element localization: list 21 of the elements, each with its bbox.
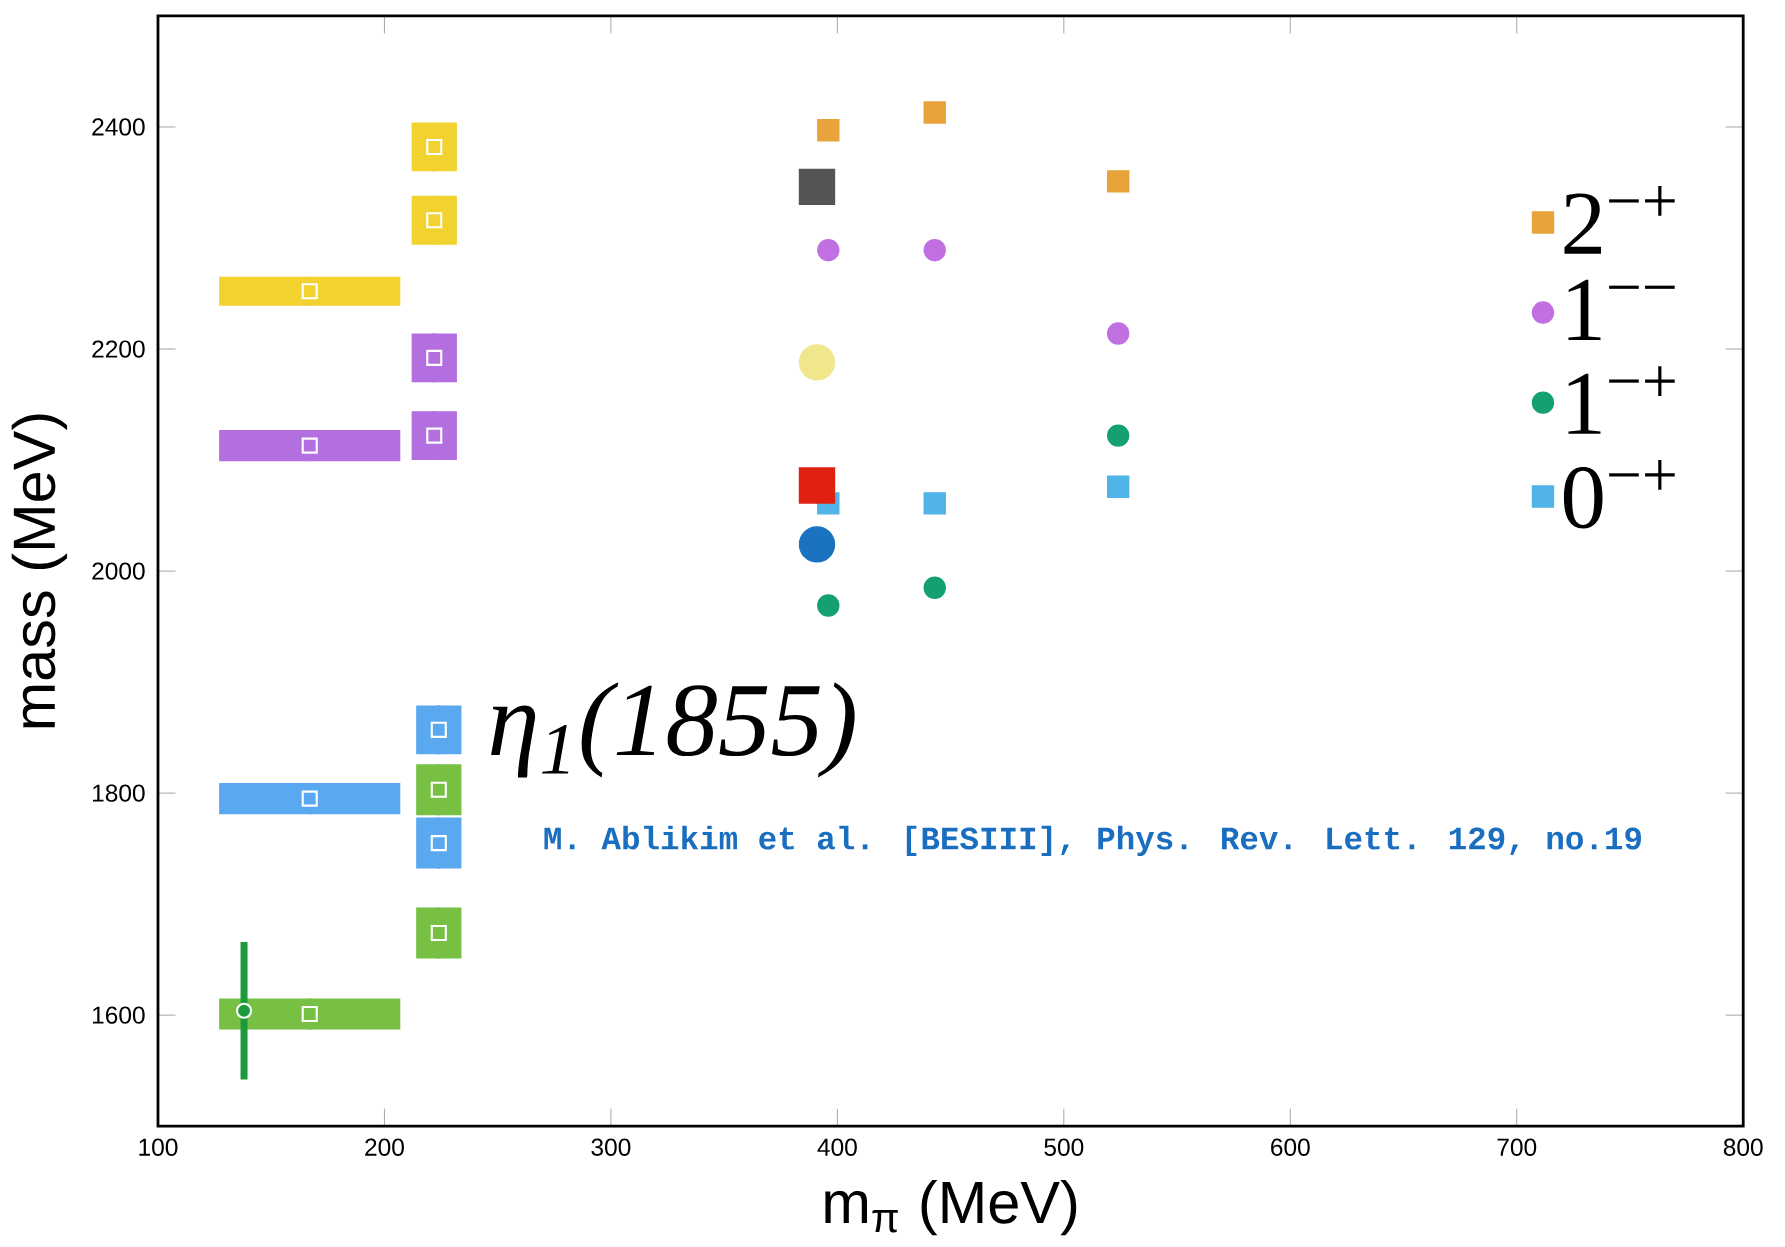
x-tick-label: 500 [1044, 1138, 1084, 1156]
x-tick-label: 700 [1497, 1138, 1537, 1156]
x-tick-label: 300 [591, 1138, 631, 1156]
y-axis-title: mass (MeV) [11, 414, 68, 728]
x-tick-label: 400 [817, 1138, 857, 1156]
y-tick-label: 2400 [92, 118, 145, 136]
annotation: M. Ablikim et al. [BESIII], Phys. Rev. Lett. 129, no.19 [544, 825, 1642, 857]
legend-label: 0$^{−+}$ [1563, 460, 1675, 529]
x-tick-label: 200 [365, 1138, 404, 1156]
legend-label: 2$^{−+}$ [1564, 186, 1675, 254]
y-tick-label: 2200 [92, 340, 145, 358]
annotation: η$_{1}$(1855) [491, 682, 855, 778]
legend-label: 1$^{−+}$ [1568, 366, 1675, 434]
x-tick-label: 600 [1271, 1138, 1310, 1156]
y-tick-label: 1800 [92, 784, 145, 802]
y-tick-label: 1600 [92, 1006, 145, 1024]
x-tick-label: 100 [139, 1138, 178, 1156]
x-tick-label: 800 [1723, 1138, 1763, 1156]
y-tick-label: 2000 [92, 562, 145, 580]
x-axis-title: m$_{π}$ (MeV) [825, 1179, 1077, 1236]
legend-label: 1$^{−−}$ [1568, 279, 1675, 340]
